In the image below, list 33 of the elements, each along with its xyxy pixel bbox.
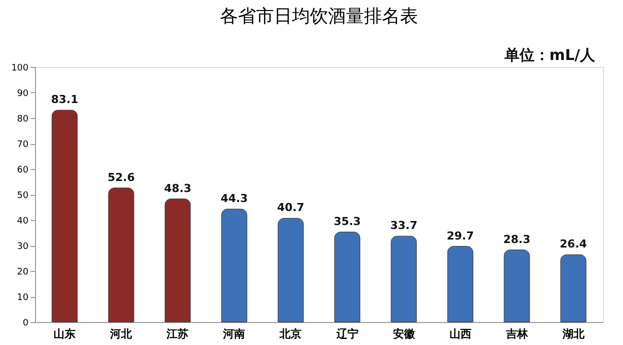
y-tick-label: 30 bbox=[17, 242, 29, 252]
x-tick-label: 山西 bbox=[449, 328, 472, 340]
x-tick-label: 辽宁 bbox=[335, 328, 358, 340]
data-label: 83.1 bbox=[51, 93, 78, 106]
y-tick-label: 40 bbox=[17, 216, 29, 226]
x-tick-label: 湖北 bbox=[561, 328, 586, 340]
x-tick-label: 江苏 bbox=[166, 328, 189, 340]
x-tick-label: 安徽 bbox=[392, 328, 416, 340]
data-label: 33.7 bbox=[390, 219, 418, 232]
data-label: 35.3 bbox=[334, 214, 361, 228]
y-tick-label: 0 bbox=[22, 318, 29, 328]
y-tick-label: 10 bbox=[17, 293, 29, 303]
data-label: 48.3 bbox=[164, 182, 192, 195]
y-tick-label: 70 bbox=[17, 140, 29, 150]
y-tick-label: 100 bbox=[11, 64, 29, 74]
y-tick-label: 90 bbox=[17, 89, 29, 99]
y-tick-label: 60 bbox=[17, 166, 29, 176]
x-tick-label: 吉林 bbox=[504, 328, 529, 340]
chart-title: 各省市日均饮酒量排名表 bbox=[220, 6, 418, 27]
data-label: 40.7 bbox=[277, 201, 304, 214]
y-tick-label: 20 bbox=[17, 268, 29, 278]
y-tick-label: 80 bbox=[17, 114, 29, 124]
data-label: 26.4 bbox=[560, 238, 588, 251]
x-tick-label: 北京 bbox=[278, 328, 302, 340]
data-label: 52.6 bbox=[108, 170, 136, 184]
text: 单位：mL/人 bbox=[503, 46, 596, 64]
x-tick-label: 山东 bbox=[54, 328, 76, 340]
data-label: 29.7 bbox=[446, 229, 474, 242]
y-tick-label: 50 bbox=[17, 191, 29, 201]
data-label: 44.3 bbox=[220, 192, 248, 206]
data-label: 28.3 bbox=[503, 232, 530, 246]
x-tick-label: 河南 bbox=[222, 328, 246, 340]
x-tick-label: 河北 bbox=[109, 328, 134, 340]
